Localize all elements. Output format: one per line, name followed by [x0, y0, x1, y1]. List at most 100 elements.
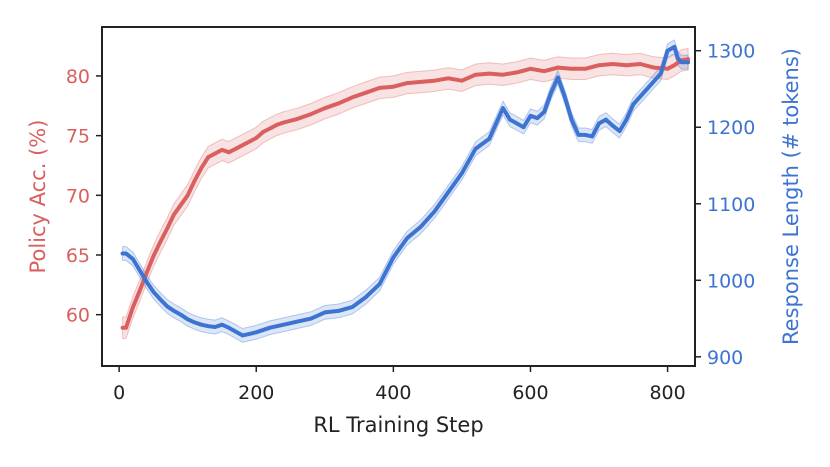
y-right-tick-label: 1000: [707, 270, 755, 292]
series-1-point: [521, 125, 526, 129]
series-1-point: [638, 94, 642, 99]
series-1-point: [419, 224, 423, 229]
series-1-point: [364, 295, 368, 299]
series-1-point: [350, 305, 355, 309]
series-1-point: [137, 268, 142, 273]
series-0-point: [597, 63, 601, 67]
series-1-point: [556, 75, 560, 80]
series-1-point: [569, 117, 574, 122]
y-left-tick-label: 75: [66, 126, 90, 148]
y-right-tick-label: 1300: [707, 41, 755, 63]
x-axis: 0 200 400 600 800: [113, 366, 686, 404]
series-0-line: [120, 57, 691, 330]
series-1-point: [323, 310, 327, 315]
series-1-point: [151, 290, 156, 294]
series-1-point: [179, 312, 183, 317]
series-1-point: [405, 236, 409, 240]
y-right-tick-label: 900: [707, 347, 743, 369]
series-0-point: [124, 326, 128, 330]
series-1-point: [652, 79, 656, 84]
y-axis-left: 60 65 70 75 80: [66, 66, 102, 327]
x-tick-label: 600: [512, 382, 548, 404]
series-1-point: [590, 134, 594, 139]
series-1-point: [268, 325, 272, 330]
series-0-point: [473, 72, 478, 77]
series-1-point: [172, 309, 176, 313]
series-0-point: [515, 70, 519, 75]
y-axis-right: 900 1000 1100 1200 1300: [695, 41, 755, 369]
series-1-point: [473, 146, 478, 151]
series-lines: [120, 44, 691, 338]
series-1-point: [206, 324, 211, 329]
series-0-point: [213, 151, 217, 156]
series-0-point: [233, 147, 238, 151]
y-left-tick-label: 80: [66, 66, 90, 88]
series-0-point: [206, 155, 211, 159]
series-0-point: [377, 86, 382, 90]
series-1-point: [192, 320, 197, 325]
series-1-point: [227, 325, 231, 330]
series-0-point: [336, 101, 341, 106]
series-0-point: [556, 65, 560, 70]
series-1-point: [432, 209, 437, 214]
series-0-point: [419, 80, 423, 84]
series-0-point: [281, 120, 286, 125]
series-1-point: [336, 309, 341, 313]
series-1-point: [617, 129, 622, 133]
series-0-point: [638, 62, 642, 66]
series-1-point: [487, 136, 492, 141]
x-tick-label: 0: [113, 382, 125, 404]
series-0-point: [672, 63, 677, 67]
series-0-point: [295, 117, 300, 121]
series-1-point: [391, 255, 396, 260]
series-1-point: [515, 121, 519, 126]
series-1-point: [240, 333, 245, 338]
series-1-point: [508, 117, 512, 122]
series-0-point: [652, 65, 656, 70]
series-0-point: [542, 69, 546, 73]
series-1-point: [247, 332, 252, 336]
series-0-point: [137, 289, 142, 293]
y-left-tick-label: 60: [66, 305, 90, 327]
series-1-point: [604, 117, 608, 122]
series-1-point: [624, 117, 629, 122]
series-1-point: [377, 282, 382, 286]
series-1-point: [185, 317, 190, 322]
series-1-point: [597, 121, 601, 126]
series-1-point: [549, 91, 553, 95]
series-0-point: [686, 57, 690, 61]
series-0-point: [254, 136, 258, 140]
series-1-point: [120, 251, 125, 256]
series-0-point: [323, 106, 327, 110]
series-1-point: [645, 87, 649, 91]
series-1-point: [309, 316, 313, 321]
series-1-point: [542, 110, 546, 114]
series-0-point: [199, 166, 204, 170]
series-1-point: [165, 304, 169, 309]
series-1-point: [631, 102, 636, 107]
series-0-point: [528, 67, 533, 71]
series-0-point: [151, 254, 156, 258]
series-1-point: [679, 60, 684, 64]
series-1-point: [535, 116, 540, 120]
series-0-point: [275, 123, 279, 127]
series-1-point: [446, 190, 451, 195]
series-1-point: [528, 114, 533, 118]
series-0-point: [240, 143, 245, 147]
series-1-point: [213, 325, 217, 329]
series-1-point: [220, 322, 224, 327]
series-0-band: [122, 47, 689, 339]
x-axis-title: RL Training Step: [313, 413, 483, 437]
series-0-point: [247, 139, 252, 144]
series-0-point: [192, 179, 197, 183]
series-1-point: [686, 60, 690, 64]
series-0-point: [364, 90, 368, 95]
series-1-point: [665, 48, 670, 53]
series-1-point: [610, 123, 615, 128]
series-0-point: [268, 126, 272, 131]
series-1-point: [199, 322, 204, 327]
series-0-point: [120, 326, 125, 330]
y-left-tick-label: 70: [66, 185, 90, 207]
series-0-point: [350, 95, 355, 100]
